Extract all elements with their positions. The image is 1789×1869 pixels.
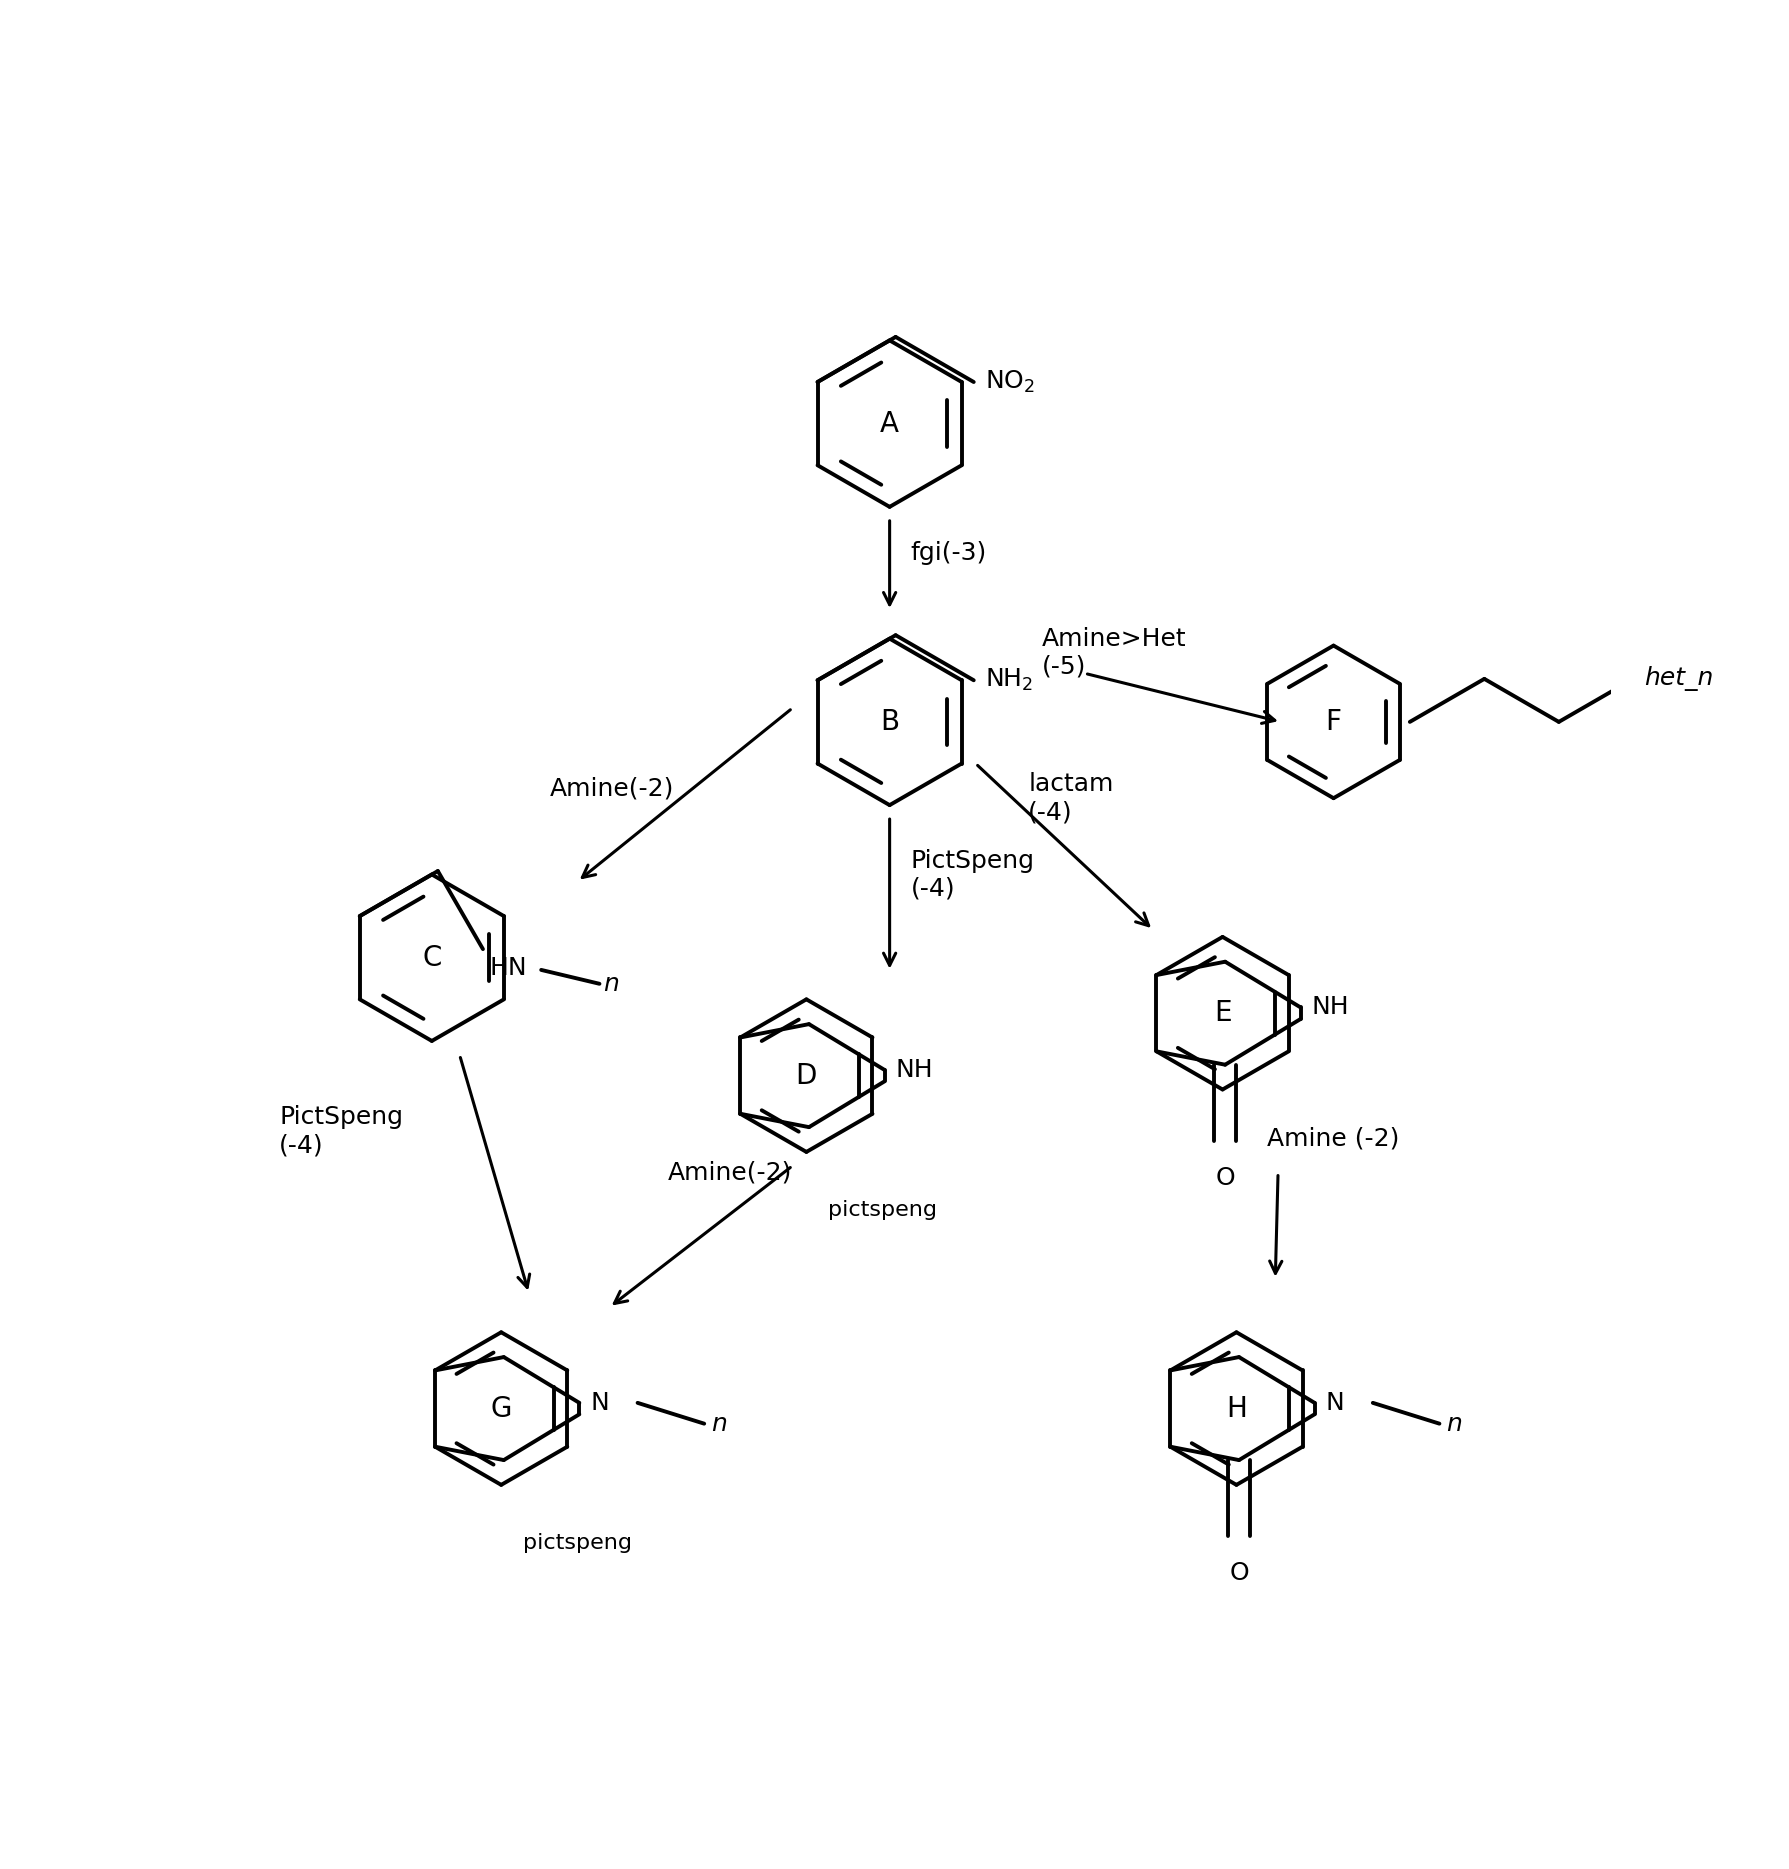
Text: het_n: het_n [1644,667,1712,692]
Text: Amine>Het
(-5): Amine>Het (-5) [1041,626,1186,678]
Text: HN: HN [490,957,528,979]
Text: PictSpeng
(-4): PictSpeng (-4) [279,1105,403,1157]
Text: NH: NH [894,1058,932,1082]
Text: N: N [1326,1391,1344,1415]
Text: Amine(-2): Amine(-2) [667,1161,791,1185]
Text: pictspeng: pictspeng [522,1533,632,1553]
Text: PictSpeng
(-4): PictSpeng (-4) [911,849,1034,901]
Text: H: H [1225,1394,1247,1422]
Text: n: n [710,1411,726,1435]
Text: B: B [880,708,898,736]
Text: Amine(-2): Amine(-2) [549,776,674,800]
Text: G: G [490,1394,512,1422]
Text: O: O [1229,1561,1249,1585]
Text: N: N [590,1391,608,1415]
Text: C: C [422,944,442,972]
Text: Amine (-2): Amine (-2) [1267,1125,1399,1149]
Text: NH$_2$: NH$_2$ [984,667,1032,693]
Text: F: F [1326,708,1340,736]
Text: fgi(-3): fgi(-3) [911,542,986,564]
Text: E: E [1213,1000,1231,1028]
Text: NO$_2$: NO$_2$ [984,368,1034,394]
Text: NH: NH [1311,996,1349,1019]
Text: D: D [796,1062,816,1090]
Text: lactam
(-4): lactam (-4) [1027,772,1113,824]
Text: A: A [880,409,898,437]
Text: n: n [1446,1411,1462,1435]
Text: pictspeng: pictspeng [828,1200,937,1220]
Text: O: O [1215,1166,1234,1191]
Text: n: n [603,972,619,996]
